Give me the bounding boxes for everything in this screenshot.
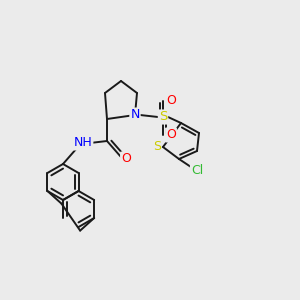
Text: Cl: Cl [191,164,203,178]
Text: S: S [153,140,161,154]
Text: NH: NH [74,136,92,149]
Text: O: O [166,128,176,142]
Text: N: N [130,109,140,122]
Text: O: O [121,152,131,166]
Text: S: S [159,110,167,124]
Text: O: O [166,94,176,107]
